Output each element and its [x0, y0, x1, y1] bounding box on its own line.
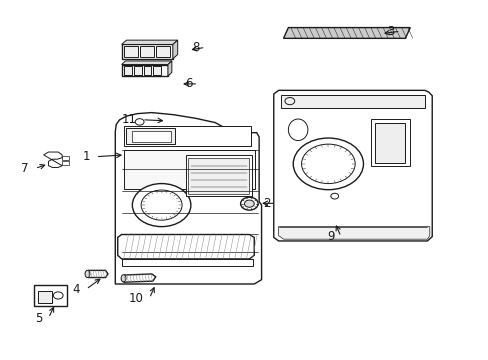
- Bar: [140, 46, 154, 57]
- Text: 9: 9: [327, 230, 334, 243]
- Text: 4: 4: [73, 283, 80, 296]
- Polygon shape: [273, 90, 431, 241]
- Polygon shape: [167, 61, 171, 76]
- Text: 3: 3: [386, 25, 394, 38]
- Circle shape: [301, 144, 354, 184]
- Bar: [122, 64, 167, 76]
- Bar: [156, 46, 169, 57]
- Text: 1: 1: [82, 150, 90, 163]
- Polygon shape: [118, 234, 254, 259]
- Polygon shape: [172, 40, 177, 59]
- Circle shape: [132, 184, 190, 226]
- Bar: [185, 155, 251, 196]
- Bar: [143, 66, 151, 75]
- Circle shape: [244, 200, 254, 207]
- Bar: [134, 66, 142, 75]
- Bar: [38, 291, 52, 303]
- Circle shape: [53, 292, 63, 299]
- Circle shape: [293, 138, 363, 190]
- Polygon shape: [283, 28, 409, 39]
- Bar: [126, 129, 175, 144]
- Bar: [124, 150, 254, 189]
- Bar: [374, 123, 405, 163]
- Bar: [132, 131, 171, 142]
- Text: 7: 7: [21, 162, 29, 175]
- Text: 8: 8: [192, 41, 199, 54]
- Polygon shape: [122, 61, 171, 64]
- Polygon shape: [43, 152, 62, 167]
- Bar: [124, 46, 138, 57]
- Circle shape: [240, 197, 258, 210]
- Bar: [370, 119, 409, 166]
- Bar: [62, 161, 69, 165]
- Bar: [281, 95, 424, 108]
- Text: 6: 6: [184, 77, 192, 90]
- Bar: [124, 126, 250, 146]
- Text: 2: 2: [263, 197, 270, 210]
- Polygon shape: [167, 116, 181, 126]
- Bar: [34, 285, 67, 306]
- Ellipse shape: [121, 275, 126, 282]
- Text: 11: 11: [121, 113, 136, 126]
- Bar: [188, 158, 249, 194]
- Bar: [122, 259, 253, 266]
- Polygon shape: [86, 270, 108, 278]
- Circle shape: [141, 190, 182, 220]
- Text: 10: 10: [128, 292, 143, 305]
- Text: 5: 5: [35, 311, 42, 325]
- Bar: [62, 156, 69, 160]
- Bar: [124, 66, 132, 75]
- Bar: [122, 44, 172, 59]
- Polygon shape: [122, 40, 177, 44]
- Polygon shape: [115, 113, 261, 284]
- Bar: [153, 66, 161, 75]
- Polygon shape: [122, 274, 156, 282]
- Polygon shape: [278, 226, 429, 239]
- Ellipse shape: [85, 270, 90, 278]
